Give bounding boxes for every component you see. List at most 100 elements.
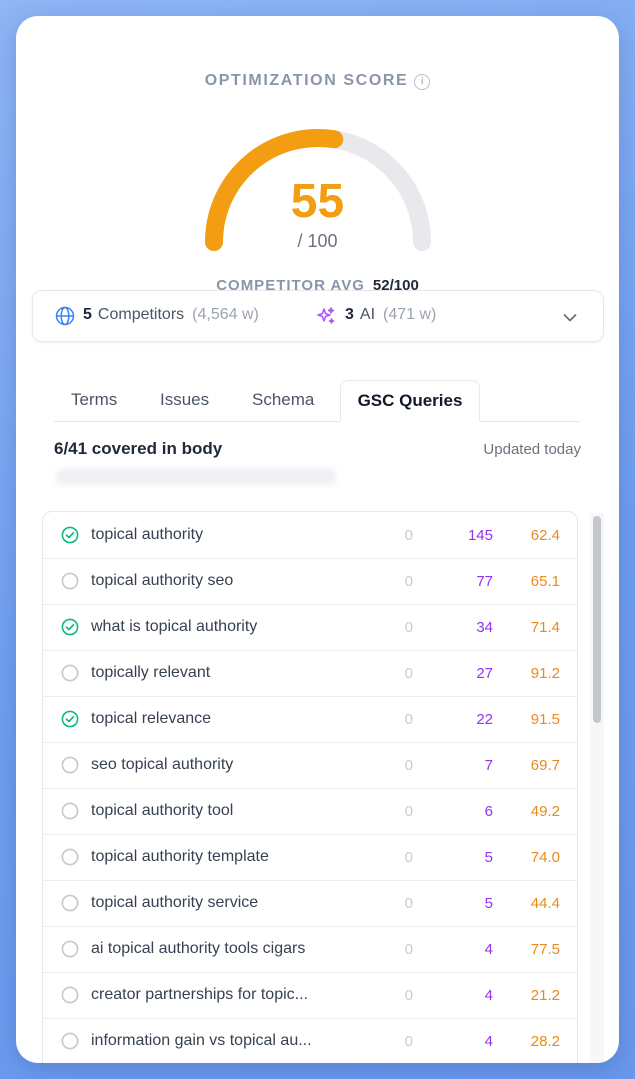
- query-impressions: 22: [476, 711, 493, 728]
- query-position: 91.2: [530, 665, 560, 682]
- info-icon[interactable]: i: [414, 74, 431, 90]
- query-impressions: 34: [476, 619, 493, 636]
- query-position: 71.4: [530, 619, 560, 636]
- query-count-body: 0: [404, 711, 413, 728]
- query-position: 21.2: [530, 987, 560, 1004]
- query-position: 62.4: [530, 527, 560, 544]
- empty-circle-icon: [61, 1032, 79, 1055]
- query-text: topical authority service: [91, 894, 259, 911]
- score-gauge: [205, 129, 431, 251]
- coverage-summary: 6/41 covered in body: [54, 439, 223, 458]
- scrollbar[interactable]: [590, 513, 604, 1063]
- query-count-body: 0: [404, 849, 413, 866]
- blurred-url: [56, 469, 336, 485]
- empty-circle-icon: [61, 572, 79, 595]
- query-row[interactable]: creator partnerships for topic... 0 4 21.2: [43, 972, 577, 1019]
- query-row[interactable]: topical authority tool 0 6 49.2: [43, 788, 577, 835]
- scrollbar-thumb[interactable]: [593, 516, 601, 723]
- query-text: creator partnerships for topic...: [91, 986, 308, 1003]
- query-position: 65.1: [530, 573, 560, 590]
- gsc-queries-table: topical authority 0 145 62.4 topical authori…: [42, 511, 578, 1063]
- query-impressions: 145: [467, 527, 493, 544]
- competitor-avg-label: COMPETITOR AVG: [216, 277, 365, 294]
- score-max: / 100: [297, 231, 338, 251]
- tab-terms[interactable]: Terms: [71, 390, 118, 409]
- query-row[interactable]: topically relevant 0 27 91.2: [43, 650, 577, 697]
- empty-circle-icon: [61, 940, 79, 963]
- query-text: topical authority tool: [91, 802, 234, 819]
- query-position: 69.7: [530, 757, 560, 774]
- query-impressions: 6: [484, 803, 493, 820]
- chevron-down-icon[interactable]: [563, 310, 577, 328]
- query-row[interactable]: topical relevance 0 22 91.5: [43, 696, 577, 743]
- query-row[interactable]: topical authority 0 145 62.4: [43, 512, 577, 559]
- query-text: topically relevant: [91, 664, 211, 681]
- query-impressions: 27: [476, 665, 493, 682]
- query-text: topical authority seo: [91, 572, 234, 589]
- ai-label: AI: [359, 306, 376, 323]
- empty-circle-icon: [61, 664, 79, 687]
- query-count-body: 0: [404, 757, 413, 774]
- query-count-body: 0: [404, 895, 413, 912]
- query-text: seo topical authority: [91, 756, 234, 773]
- empty-circle-icon: [61, 894, 79, 917]
- query-row[interactable]: topical authority service 0 5 44.4: [43, 880, 577, 927]
- query-text: ai topical authority tools cigars: [91, 940, 306, 957]
- query-impressions: 5: [484, 849, 493, 866]
- optimization-score-header: OPTIMIZATION SCORE i: [16, 72, 619, 90]
- query-row[interactable]: ai topical authority tools cigars 0 4 77.5: [43, 926, 577, 973]
- query-position: 77.5: [530, 941, 560, 958]
- query-text: topical relevance: [91, 710, 212, 727]
- check-circle-icon: [61, 526, 79, 549]
- query-impressions: 4: [484, 941, 493, 958]
- query-position: 44.4: [530, 895, 560, 912]
- globe-icon: [55, 306, 75, 331]
- competitors-label: Competitors: [97, 306, 185, 323]
- empty-circle-icon: [61, 848, 79, 871]
- query-count-body: 0: [404, 527, 413, 544]
- query-row[interactable]: topical authority template 0 5 74.0: [43, 834, 577, 881]
- query-count-body: 0: [404, 1033, 413, 1050]
- optimization-score-title: OPTIMIZATION SCORE: [204, 72, 409, 89]
- query-row[interactable]: what is topical authority 0 34 71.4: [43, 604, 577, 651]
- query-impressions: 7: [484, 757, 493, 774]
- empty-circle-icon: [61, 986, 79, 1009]
- query-count-body: 0: [404, 803, 413, 820]
- query-row[interactable]: information gain vs topical au... 0 4 28.2: [43, 1018, 577, 1063]
- query-position: 49.2: [530, 803, 560, 820]
- query-impressions: 4: [484, 1033, 493, 1050]
- score-value: 55: [290, 175, 345, 228]
- query-impressions: 5: [484, 895, 493, 912]
- ai-count: 3: [345, 306, 354, 323]
- sources-dropdown[interactable]: 5 Competitors (4,564 w) 3 AI (471 w): [32, 290, 604, 342]
- competitor-average: COMPETITOR AVG 52/100: [16, 277, 619, 294]
- query-text: topical authority: [91, 526, 204, 543]
- query-impressions: 77: [476, 573, 493, 590]
- query-count-body: 0: [404, 987, 413, 1004]
- query-count-body: 0: [404, 665, 413, 682]
- query-impressions: 4: [484, 987, 493, 1004]
- empty-circle-icon: [61, 756, 79, 779]
- query-text: what is topical authority: [91, 618, 258, 635]
- query-count-body: 0: [404, 573, 413, 590]
- ai-word-count: (471 w): [383, 306, 437, 323]
- competitors-word-count: (4,564 w): [192, 306, 259, 323]
- query-row[interactable]: seo topical authority 0 7 69.7: [43, 742, 577, 789]
- check-circle-icon: [61, 618, 79, 641]
- competitor-avg-value: 52/100: [372, 277, 419, 294]
- competitors-count: 5: [83, 306, 92, 323]
- query-count-body: 0: [404, 941, 413, 958]
- tab-schema[interactable]: Schema: [252, 390, 315, 409]
- ai-summary: 3 AI (471 w): [345, 306, 436, 324]
- empty-circle-icon: [61, 802, 79, 825]
- tab-gsc-queries[interactable]: GSC Queries: [340, 380, 480, 422]
- gauge-fill: [205, 129, 344, 251]
- query-text: information gain vs topical au...: [91, 1032, 312, 1049]
- check-circle-icon: [61, 710, 79, 733]
- updated-status: Updated today: [483, 441, 581, 458]
- tab-issues[interactable]: Issues: [160, 390, 210, 409]
- query-position: 91.5: [530, 711, 560, 728]
- query-row[interactable]: topical authority seo 0 77 65.1: [43, 558, 577, 605]
- query-text: topical authority template: [91, 848, 269, 865]
- competitors-summary: 5 Competitors (4,564 w): [83, 306, 259, 324]
